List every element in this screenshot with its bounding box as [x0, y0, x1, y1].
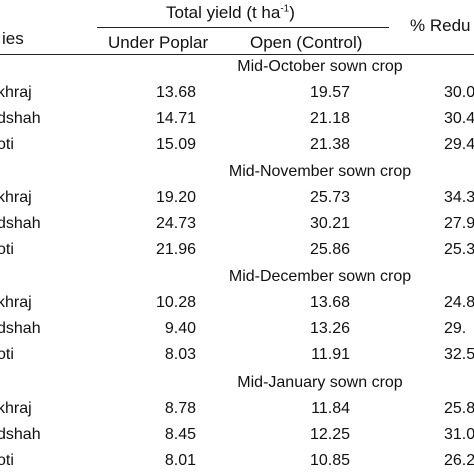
row-variety: dshah [0, 426, 41, 443]
row-variety: khraj [0, 400, 32, 417]
header-reduction: % Redu [410, 16, 471, 35]
section-title: Mid-October sown crop [237, 58, 403, 75]
row-reduction: 27.9 [444, 215, 474, 232]
header-group-label: Total yield (t ha-1) [166, 4, 295, 22]
header-group-rule [97, 27, 389, 28]
row-open: 10.85 [309, 452, 350, 469]
row-reduction: 32.5 [444, 346, 474, 363]
row-reduction: 24.8 [444, 294, 474, 311]
row-open: 11.84 [311, 400, 350, 417]
row-reduction: 30.4 [444, 110, 474, 127]
row-under-poplar: 9.40 [164, 320, 196, 337]
header-under-poplar: Under Poplar [108, 33, 209, 52]
row-open: 13.68 [309, 294, 350, 311]
row-under-poplar: 21.96 [155, 241, 196, 258]
row-open: 13.26 [309, 320, 350, 337]
row-under-poplar: 19.20 [155, 189, 196, 206]
row-under-poplar: 14.71 [155, 110, 196, 127]
header-group-label-end: ) [289, 3, 295, 22]
row-reduction: 30.0 [444, 84, 474, 101]
row-reduction: 34.3 [444, 189, 474, 206]
row-variety: khraj [0, 84, 32, 101]
row-reduction: 25.8 [444, 400, 474, 417]
row-under-poplar: 8.45 [164, 426, 196, 443]
row-reduction: 29.4 [444, 136, 474, 153]
row-reduction: 25.3 [444, 241, 474, 258]
row-under-poplar: 24.73 [155, 215, 196, 232]
row-open: 25.86 [309, 241, 350, 258]
row-reduction: 26.2 [444, 452, 474, 469]
row-open: 21.18 [309, 110, 350, 127]
row-under-poplar: 10.28 [155, 294, 196, 311]
row-open: 19.57 [309, 84, 350, 101]
row-open: 30.21 [309, 215, 350, 232]
section-title: Mid-November sown crop [228, 163, 412, 180]
row-under-poplar: 8.01 [164, 452, 196, 469]
row-variety: khraj [0, 294, 32, 311]
row-under-poplar: 8.03 [164, 346, 196, 363]
section-title: Mid-January sown crop [237, 374, 403, 391]
header-group-label-main: Total yield (t ha [166, 3, 281, 22]
row-variety: oti [0, 452, 14, 469]
header-bottom-rule [0, 54, 474, 55]
row-open: 11.91 [311, 346, 350, 363]
row-under-poplar: 15.09 [155, 136, 196, 153]
row-variety: oti [0, 241, 14, 258]
row-open: 21.38 [309, 136, 350, 153]
header-group-label-sup: -1 [280, 3, 290, 15]
row-variety: khraj [0, 189, 32, 206]
header-variety: ies [2, 29, 24, 48]
row-reduction: 31.0 [444, 426, 474, 443]
section-title: Mid-December sown crop [228, 268, 412, 285]
row-variety: oti [0, 136, 14, 153]
row-variety: dshah [0, 110, 41, 127]
header-open: Open (Control) [250, 33, 363, 52]
row-variety: dshah [0, 215, 41, 232]
row-variety: oti [0, 346, 14, 363]
row-under-poplar: 8.78 [164, 400, 196, 417]
row-variety: dshah [0, 320, 41, 337]
row-reduction: 29. [444, 320, 467, 337]
row-open: 12.25 [309, 426, 350, 443]
row-under-poplar: 13.68 [155, 84, 196, 101]
row-open: 25.73 [309, 189, 350, 206]
